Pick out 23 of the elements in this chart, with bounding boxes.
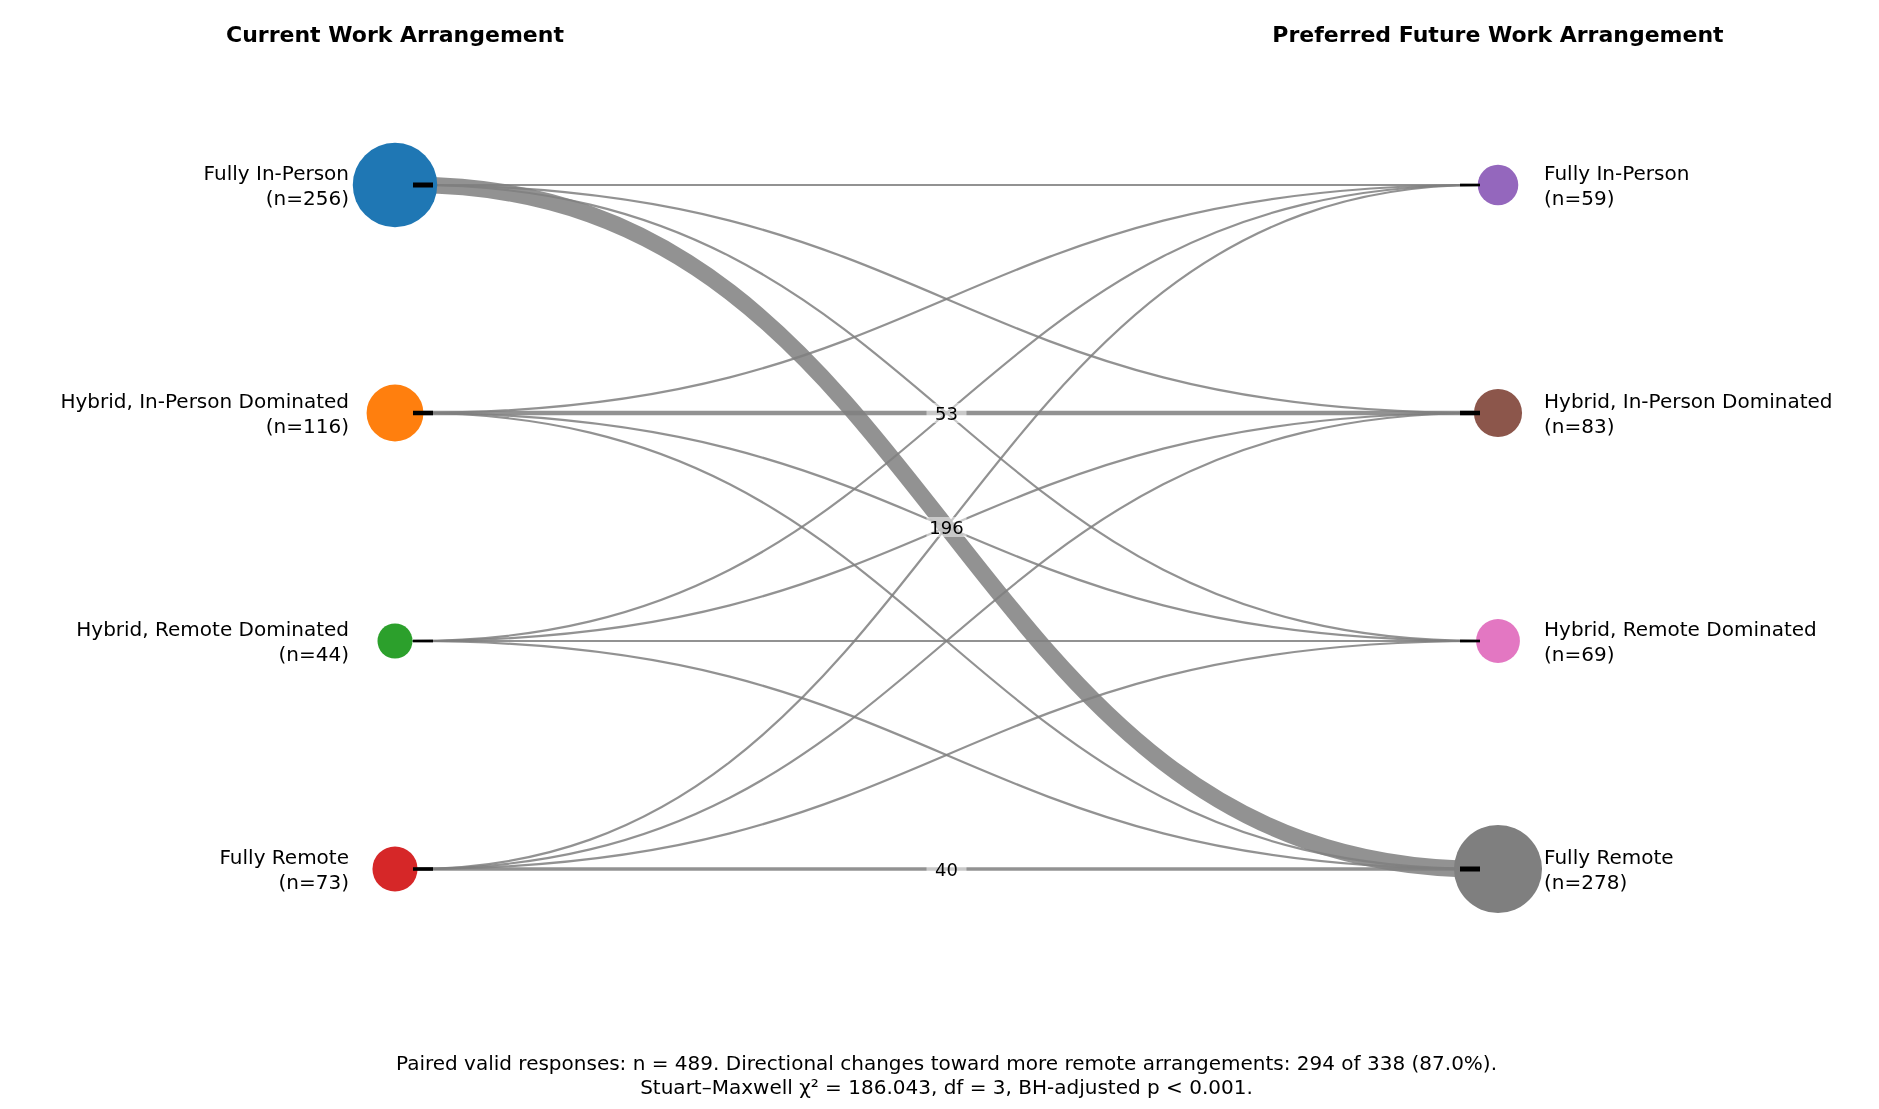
category-label: Hybrid, In-Person Dominated (60, 389, 349, 413)
category-label: Fully Remote (1544, 845, 1674, 869)
data-label: (n=116) (265, 414, 349, 438)
category-label: Hybrid, Remote Dominated (1544, 617, 1817, 641)
text: Paired valid responses: n = 489. Directional changes toward more remote arrangements: 294 of 338 (87.0%). (395, 1051, 1498, 1075)
category-label: Fully In-Person (203, 161, 349, 185)
data-label: (n=256) (265, 186, 349, 210)
category-label: Hybrid, In-Person Dominated (1544, 389, 1833, 413)
category-label: Hybrid, Remote Dominated (76, 617, 349, 641)
data-label: (n=44) (278, 642, 349, 666)
data-label: (n=59) (1544, 186, 1615, 210)
data-label: (n=73) (278, 870, 349, 894)
text: 53 (935, 403, 958, 424)
data-label: (n=83) (1544, 414, 1615, 438)
text: 196 (929, 517, 964, 538)
text: Preferred Future Work Arrangement (1272, 22, 1725, 47)
category-label: Fully Remote (219, 845, 349, 869)
category-label: Fully In-Person (1544, 161, 1690, 185)
text: 40 (935, 859, 958, 880)
data-label: (n=69) (1544, 642, 1615, 666)
data-label: (n=278) (1544, 870, 1628, 894)
text: Current Work Arrangement (226, 22, 565, 47)
text: Stuart–Maxwell χ² = 186.043, df = 3, BH-adjusted p < 0.001. (640, 1075, 1253, 1099)
